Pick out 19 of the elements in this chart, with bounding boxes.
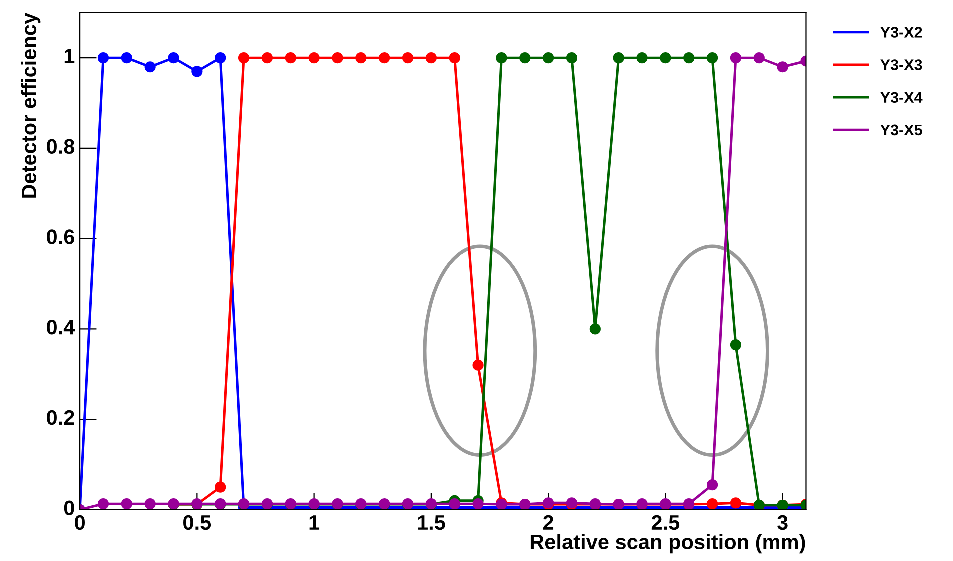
y-tick-label: 1 <box>64 49 75 64</box>
x-tick-label: 0.5 <box>184 515 212 530</box>
legend-label: Y3-X3 <box>880 60 922 70</box>
x-tick-label: 2.5 <box>652 515 680 530</box>
x-tick-label: 3 <box>778 515 788 530</box>
x-tick-label: 0 <box>75 515 85 530</box>
y-axis-title: Detector efficiency <box>21 13 41 198</box>
legend-label: Y3-X2 <box>880 27 922 38</box>
legend-label: Y3-X5 <box>880 124 922 136</box>
x-tick-label: 1 <box>310 516 320 530</box>
y-tick-label: 0.8 <box>47 139 75 154</box>
y-tick-label: 0.4 <box>47 320 76 335</box>
y-tick-label: 0.2 <box>47 410 74 426</box>
x-tick-label: 2 <box>543 515 554 530</box>
y-tick-label: 0.6 <box>47 230 74 244</box>
y-tick-label: 0 <box>64 500 74 516</box>
x-axis-title: Relative scan position (mm) <box>530 534 806 554</box>
legend-label: Y3-X4 <box>880 92 923 104</box>
x-tick-label: 1.5 <box>418 516 446 530</box>
